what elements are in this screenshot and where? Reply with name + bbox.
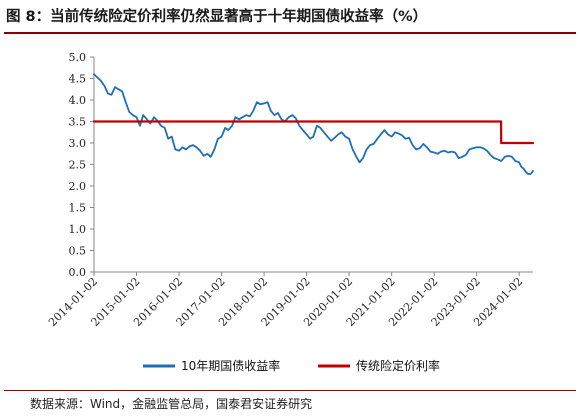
title-rule <box>4 32 576 34</box>
legend-label: 传统险定价利率 <box>356 358 440 373</box>
chart-axes: 0.00.51.01.52.02.53.03.54.04.55.02014-01… <box>46 51 533 329</box>
bond-yield-line <box>93 73 534 175</box>
y-tick-label: 1.0 <box>69 223 87 236</box>
insurance-rate-line <box>92 120 535 145</box>
y-tick-label: 1.5 <box>69 202 87 215</box>
chart-series <box>92 73 535 175</box>
y-tick-label: 2.5 <box>69 159 87 172</box>
y-tick-label: 4.0 <box>69 94 87 107</box>
y-tick-label: 2.0 <box>69 180 87 193</box>
figure-title: 图 8：当前传统险定价利率仍然显著高于十年期国债收益率（%） <box>6 9 428 25</box>
chart-legend: 10年期国债收益率 传统险定价利率 <box>143 358 440 373</box>
y-tick-label: 5.0 <box>69 51 87 64</box>
legend-label: 10年期国债收益率 <box>181 358 280 373</box>
y-tick-label: 0.0 <box>69 266 87 279</box>
footer-rule <box>4 390 576 391</box>
data-source: 数据来源：Wind，金融监管总局，国泰君安证券研究 <box>30 397 313 411</box>
y-tick-label: 0.5 <box>69 245 87 258</box>
y-tick-label: 3.0 <box>69 137 87 150</box>
line-chart: 0.00.51.01.52.02.53.03.54.04.55.02014-01… <box>46 51 535 373</box>
y-tick-label: 3.5 <box>69 116 87 129</box>
y-tick-label: 4.5 <box>69 73 87 86</box>
